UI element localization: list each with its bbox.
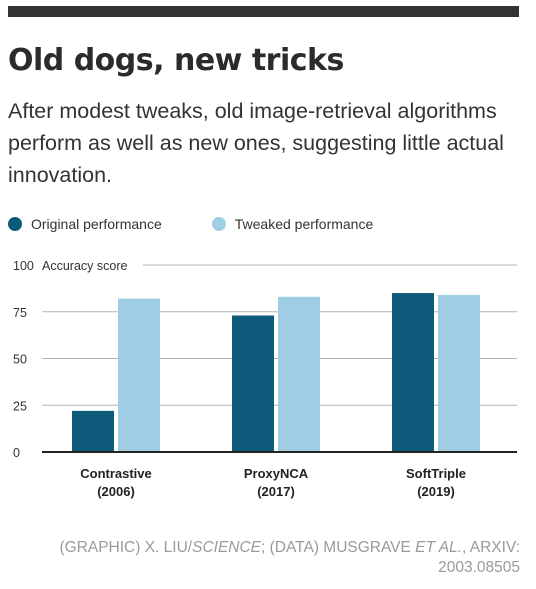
legend-label-tweaked: Tweaked performance <box>234 216 374 232</box>
credit-science: SCIENCE <box>192 539 262 556</box>
legend: Original performance Tweaked performance <box>8 214 423 234</box>
credit-etal: ET AL. <box>415 539 462 556</box>
bar <box>118 298 160 452</box>
header-rule <box>8 6 519 17</box>
bar <box>72 410 114 452</box>
legend-swatch-original <box>8 217 22 231</box>
y-tick-label: 0 <box>13 446 20 460</box>
source-credit: (GRAPHIC) X. LIU/SCIENCE; (DATA) MUSGRAV… <box>40 538 520 578</box>
bar <box>278 296 320 452</box>
bar <box>232 315 274 452</box>
y-tick-label: 100 <box>13 259 34 273</box>
credit-suffix: , ARXIV: 2003.08505 <box>438 539 520 576</box>
chart-subtitle: After modest tweaks, old image-retrieval… <box>8 99 504 187</box>
x-tick-label: ProxyNCA <box>244 466 309 481</box>
y-tick-label: 25 <box>13 399 27 413</box>
y-axis-label: Accuracy score <box>42 259 127 273</box>
credit-middle: ; (DATA) MUSGRAVE <box>261 539 416 556</box>
bar <box>392 293 434 452</box>
x-tick-label: (2006) <box>97 484 135 499</box>
legend-item-tweaked: Tweaked performance <box>211 216 374 232</box>
chart-title: Old dogs, new tricks <box>8 43 344 78</box>
y-tick-label: 50 <box>13 353 27 367</box>
credit-prefix: (GRAPHIC) X. LIU/ <box>59 539 193 556</box>
legend-label-original: Original performance <box>31 216 162 232</box>
bar-chart: 0 25 50 75 100 Accuracy score Contrastive (2006… <box>13 259 517 499</box>
x-tick-label: (2017) <box>257 484 295 499</box>
y-tick-label: 75 <box>13 306 27 320</box>
x-tick-label: Contrastive <box>80 466 152 481</box>
x-tick-label: (2019) <box>417 484 455 499</box>
x-tick-label: SoftTriple <box>406 466 466 481</box>
legend-item-original: Original performance <box>8 216 162 232</box>
legend-swatch-tweaked <box>211 217 226 231</box>
bar <box>438 294 480 452</box>
